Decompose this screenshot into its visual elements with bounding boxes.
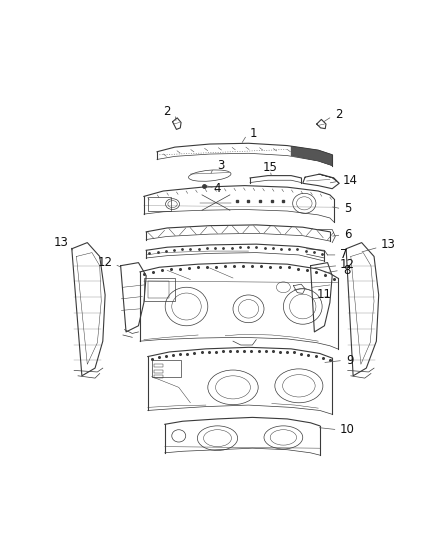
Text: 13: 13 <box>380 238 395 251</box>
Text: 4: 4 <box>214 182 221 195</box>
Text: 15: 15 <box>263 161 278 174</box>
Text: 1: 1 <box>250 127 258 140</box>
Text: 12: 12 <box>340 257 355 271</box>
Text: 5: 5 <box>345 202 352 215</box>
Text: 14: 14 <box>343 174 358 188</box>
Text: 2: 2 <box>163 105 171 118</box>
Text: 13: 13 <box>54 236 69 249</box>
Text: 12: 12 <box>98 256 113 269</box>
Text: 6: 6 <box>345 229 352 241</box>
Text: 8: 8 <box>343 264 350 277</box>
Text: 9: 9 <box>346 354 353 367</box>
Text: 3: 3 <box>218 159 225 172</box>
Polygon shape <box>291 147 332 166</box>
Text: 2: 2 <box>336 108 343 122</box>
Text: 7: 7 <box>340 248 347 261</box>
Text: 11: 11 <box>317 288 332 302</box>
Polygon shape <box>318 174 339 183</box>
Text: 10: 10 <box>340 423 355 436</box>
